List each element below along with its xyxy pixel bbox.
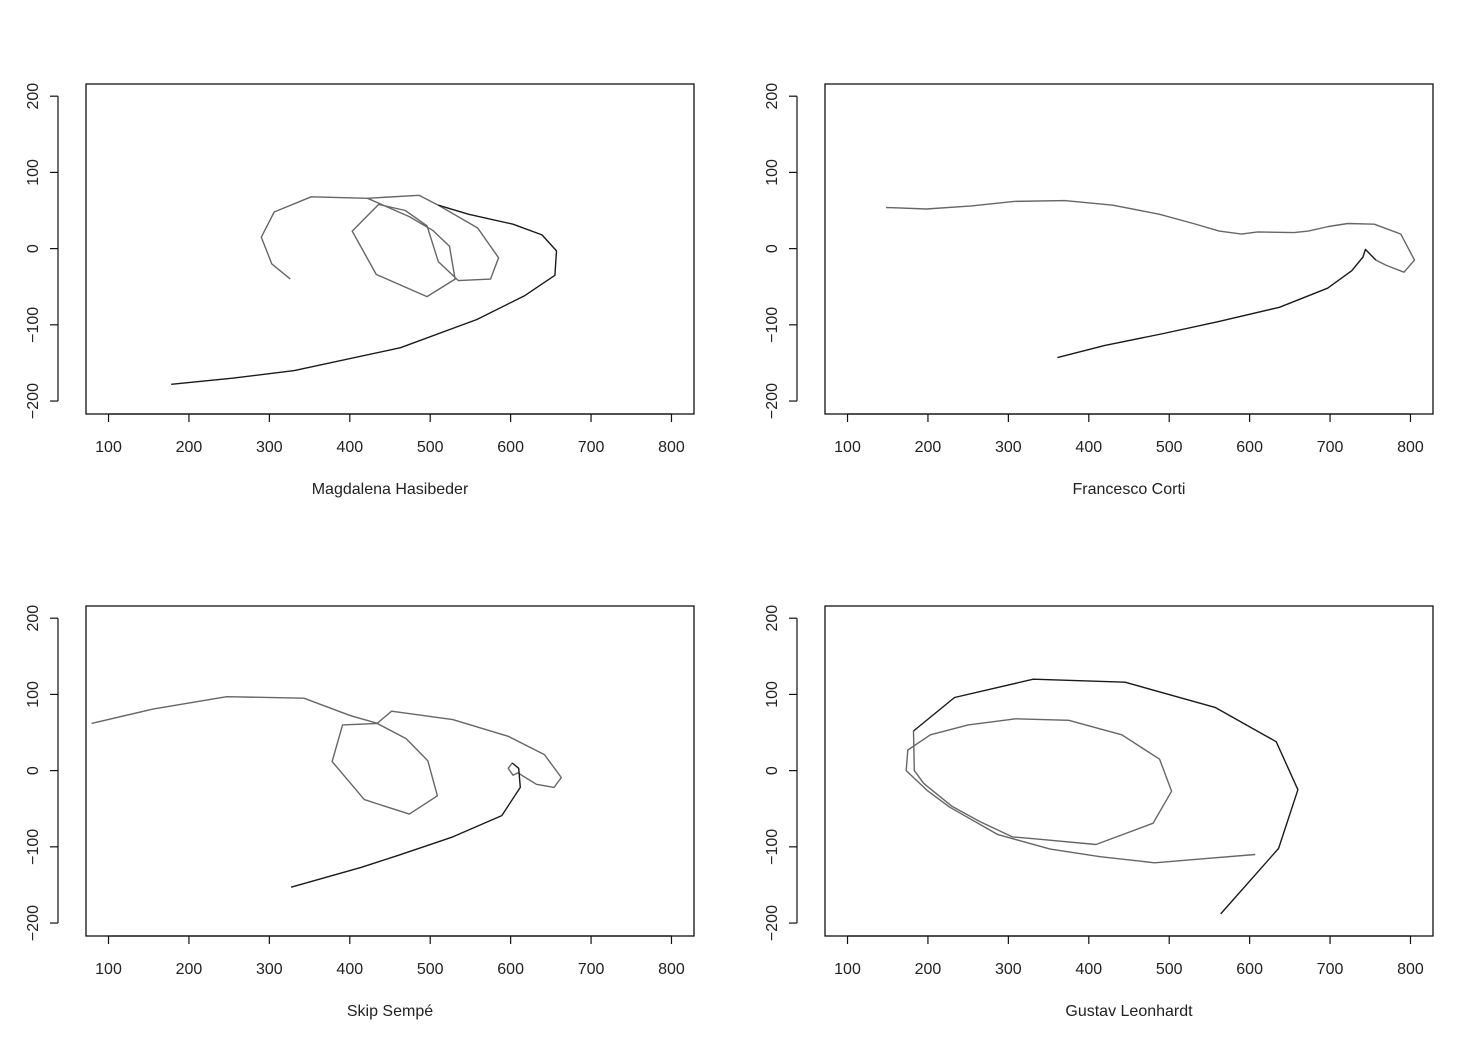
x-tick-label: 200 <box>915 961 942 978</box>
y-tick-label: −200 <box>764 905 781 941</box>
y-tick-label: 100 <box>25 159 42 186</box>
y-tick-label: 100 <box>764 681 781 708</box>
y-tick-label: 100 <box>764 159 781 186</box>
x-tick-label: 100 <box>834 439 861 456</box>
x-axis-label: Gustav Leonhardt <box>1065 1003 1193 1020</box>
series-line-1 <box>886 199 1416 273</box>
series-line-2 <box>1057 248 1377 359</box>
chart-panel-2: 100 200 300 400 500 600 700 800 −200 −100 0 100 200 F… <box>764 83 1434 498</box>
x-tick-label: 600 <box>1236 439 1263 456</box>
y-tick-label: 200 <box>25 605 42 632</box>
x-tick-label: 200 <box>915 439 942 456</box>
x-tick-label: 400 <box>1075 961 1102 978</box>
x-tick-label: 800 <box>1397 961 1424 978</box>
x-tick-label: 300 <box>995 961 1022 978</box>
y-tick-label: −200 <box>25 383 42 419</box>
plot-frame <box>85 605 695 937</box>
plot-frame <box>824 605 1434 937</box>
y-tick-label: 0 <box>25 244 42 253</box>
y-tick-label: 200 <box>764 605 781 632</box>
x-axis-label: Magdalena Hasibeder <box>312 481 469 498</box>
x-tick-label: 400 <box>336 961 363 978</box>
chart-panel-3: 100 200 300 400 500 600 700 800 −200 −100 0 100 200 S… <box>25 605 695 1020</box>
y-tick-label: −100 <box>764 307 781 343</box>
y-tick-label: −200 <box>25 905 42 941</box>
x-tick-label: 300 <box>256 961 283 978</box>
x-tick-label: 500 <box>417 439 444 456</box>
x-tick-label: 600 <box>497 961 524 978</box>
y-tick-label: −100 <box>25 829 42 865</box>
y-tick-label: 100 <box>25 681 42 708</box>
series-line-2 <box>171 204 558 385</box>
x-tick-label: 400 <box>336 439 363 456</box>
series-line-1 <box>260 194 500 298</box>
x-tick-label: 100 <box>834 961 861 978</box>
y-tick-label: 0 <box>764 244 781 253</box>
plot-frame <box>85 83 695 415</box>
x-tick-label: 800 <box>658 439 685 456</box>
y-tick-label: −200 <box>764 383 781 419</box>
x-tick-label: 600 <box>1236 961 1263 978</box>
series-line-2 <box>913 678 1299 915</box>
x-tick-label: 500 <box>1156 961 1183 978</box>
x-axis-label: Francesco Corti <box>1073 481 1186 498</box>
series-line-1 <box>91 696 562 815</box>
x-tick-label: 800 <box>1397 439 1424 456</box>
x-tick-label: 700 <box>1317 961 1344 978</box>
y-tick-label: 200 <box>764 83 781 110</box>
x-axis-label: Skip Sempé <box>347 1003 433 1020</box>
series-line-2 <box>290 762 521 888</box>
x-tick-label: 300 <box>256 439 283 456</box>
x-tick-label: 700 <box>1317 439 1344 456</box>
x-tick-label: 500 <box>417 961 444 978</box>
chart-panel-1: 100 200 300 400 500 600 700 800 −200 −100 0 100 200 M… <box>25 83 695 498</box>
y-tick-label: 0 <box>25 766 42 775</box>
x-tick-label: 100 <box>95 439 122 456</box>
chart-panel-4: 100 200 300 400 500 600 700 800 −200 −100 0 100 200 G… <box>764 605 1434 1020</box>
x-tick-label: 400 <box>1075 439 1102 456</box>
x-tick-label: 300 <box>995 439 1022 456</box>
x-tick-label: 700 <box>578 439 605 456</box>
x-tick-label: 500 <box>1156 439 1183 456</box>
x-tick-label: 700 <box>578 961 605 978</box>
y-tick-label: 0 <box>764 766 781 775</box>
x-tick-label: 100 <box>95 961 122 978</box>
x-tick-label: 200 <box>176 439 203 456</box>
y-tick-label: 200 <box>25 83 42 110</box>
x-tick-label: 200 <box>176 961 203 978</box>
y-tick-label: −100 <box>764 829 781 865</box>
x-tick-label: 800 <box>658 961 685 978</box>
series-line-1 <box>905 718 1256 864</box>
x-tick-label: 600 <box>497 439 524 456</box>
y-tick-label: −100 <box>25 307 42 343</box>
plot-frame <box>824 83 1434 415</box>
